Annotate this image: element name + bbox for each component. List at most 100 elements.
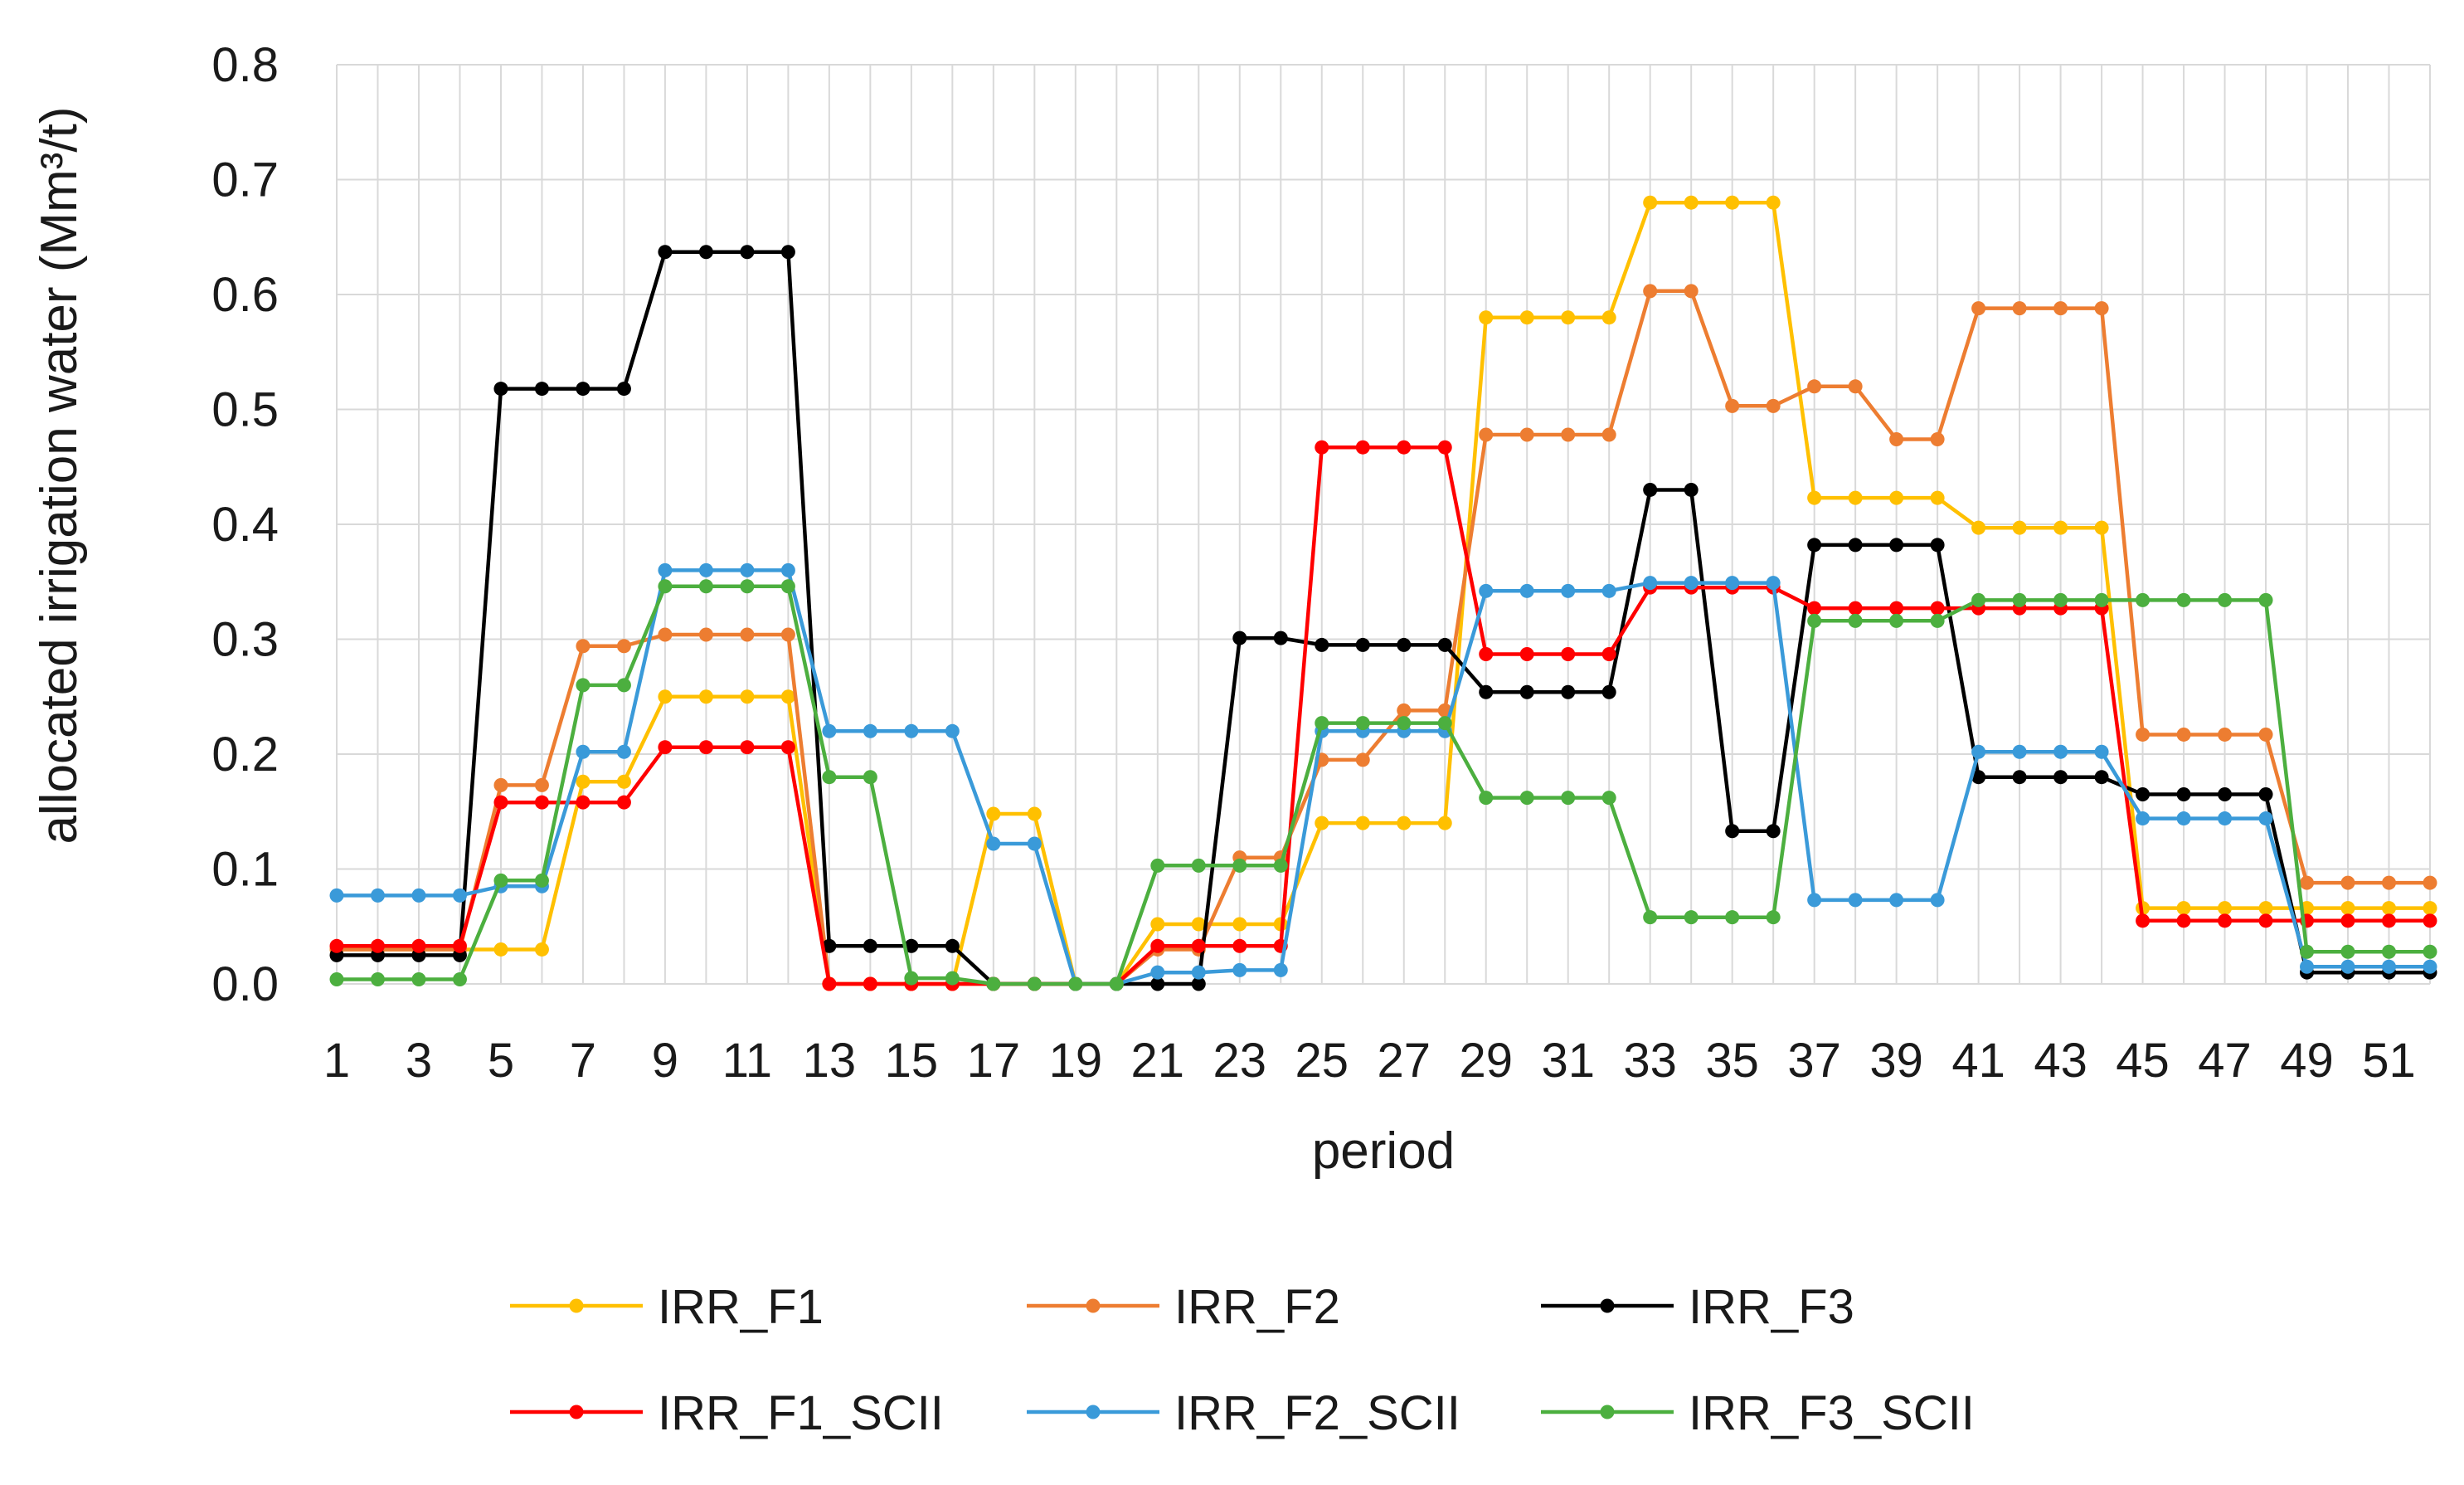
- data-point: [2423, 959, 2437, 974]
- y-axis-label: allocated irrigation water (Mm³/t): [31, 107, 88, 845]
- data-point: [2094, 520, 2109, 535]
- data-point: [1930, 893, 1945, 908]
- legend-swatch-marker: [1086, 1405, 1101, 1419]
- data-point: [1355, 637, 1370, 652]
- data-point: [2382, 875, 2397, 890]
- data-point: [1232, 962, 1247, 977]
- data-point: [1150, 938, 1165, 953]
- y-tick-label: 0.2: [211, 728, 279, 781]
- y-axis-ticks: 0.0 0.1 0.2 0.3 0.4 0.5 0.6 0.7 0.8: [211, 38, 279, 1011]
- data-point: [616, 774, 631, 789]
- data-point: [493, 795, 508, 810]
- x-tick-label: 11: [722, 1034, 772, 1088]
- x-tick-label: 43: [2034, 1034, 2087, 1088]
- data-point: [1848, 601, 1863, 616]
- data-point: [1643, 482, 1658, 497]
- data-point: [576, 639, 590, 654]
- data-point: [2136, 811, 2151, 826]
- data-point: [1601, 684, 1616, 699]
- data-point: [822, 770, 837, 785]
- data-point: [616, 678, 631, 693]
- data-point: [863, 938, 877, 953]
- data-point: [2012, 592, 2027, 607]
- data-point: [1725, 195, 1740, 210]
- data-point: [493, 382, 508, 397]
- data-point: [493, 777, 508, 792]
- data-point: [1561, 647, 1576, 662]
- data-point: [370, 938, 385, 953]
- data-point: [1848, 538, 1863, 553]
- data-point: [1355, 752, 1370, 767]
- x-tick-label: 13: [803, 1034, 857, 1088]
- data-point: [1725, 824, 1740, 839]
- data-point: [616, 744, 631, 759]
- data-point: [1848, 893, 1863, 908]
- data-point: [780, 689, 795, 704]
- data-point: [2218, 786, 2233, 801]
- x-tick-label: 27: [1377, 1034, 1431, 1088]
- x-tick-label: 9: [652, 1034, 678, 1088]
- data-point: [1930, 432, 1945, 447]
- y-tick-label: 0.3: [211, 613, 279, 667]
- data-point: [576, 382, 590, 397]
- data-point: [1725, 910, 1740, 925]
- data-point: [1561, 791, 1576, 806]
- data-point: [1479, 583, 1494, 598]
- data-point: [1397, 703, 1412, 718]
- data-point: [1766, 910, 1781, 925]
- data-point: [1601, 791, 1616, 806]
- x-axis-ticks: 1 3 5 7 9 11 13 15 17 19 21 23 25 27 29 31 33 35 37 39 41 43 4…: [323, 1034, 2416, 1088]
- data-point: [2218, 901, 2233, 916]
- data-point: [2423, 913, 2437, 928]
- data-point: [1273, 858, 1288, 873]
- data-point: [945, 723, 960, 738]
- data-point: [1232, 858, 1247, 873]
- series-line: [337, 568, 2430, 986]
- data-point: [1848, 490, 1863, 505]
- data-point: [1601, 427, 1616, 442]
- data-point: [863, 723, 877, 738]
- data-point: [1766, 398, 1781, 413]
- x-tick-label: 29: [1459, 1034, 1513, 1088]
- data-point: [1725, 576, 1740, 591]
- y-tick-label: 0.7: [211, 153, 279, 207]
- series-line: [337, 584, 2430, 986]
- data-point: [1479, 647, 1494, 662]
- data-point: [780, 245, 795, 260]
- legend-item: IRR_F1_SCII: [510, 1386, 944, 1440]
- data-point: [2094, 770, 2109, 785]
- data-point: [740, 579, 755, 594]
- x-tick-label: 15: [885, 1034, 939, 1088]
- data-point: [2176, 901, 2191, 916]
- data-point: [1109, 976, 1124, 991]
- x-tick-label: 41: [1951, 1034, 2005, 1088]
- x-tick-label: 35: [1705, 1034, 1759, 1088]
- data-point: [2423, 875, 2437, 890]
- data-point: [1684, 910, 1699, 925]
- data-point: [904, 723, 919, 738]
- data-point: [1971, 770, 1986, 785]
- data-point: [2136, 913, 2151, 928]
- x-tick-label: 21: [1131, 1034, 1185, 1088]
- legend-label: IRR_F3: [1689, 1280, 1854, 1334]
- data-point: [1232, 917, 1247, 932]
- data-point: [1971, 744, 1986, 759]
- data-point: [1355, 816, 1370, 830]
- x-tick-label: 19: [1049, 1034, 1103, 1088]
- data-point: [698, 245, 713, 260]
- data-point: [2218, 913, 2233, 928]
- data-point: [576, 744, 590, 759]
- data-point: [1561, 310, 1576, 325]
- data-point: [576, 678, 590, 693]
- data-point: [698, 689, 713, 704]
- data-point: [1889, 893, 1904, 908]
- data-point: [1479, 427, 1494, 442]
- data-point: [658, 627, 673, 642]
- data-point: [2382, 913, 2397, 928]
- data-point: [411, 938, 426, 953]
- legend-label: IRR_F1_SCII: [658, 1386, 944, 1440]
- data-point: [740, 245, 755, 260]
- data-point: [740, 562, 755, 577]
- data-point: [329, 888, 344, 903]
